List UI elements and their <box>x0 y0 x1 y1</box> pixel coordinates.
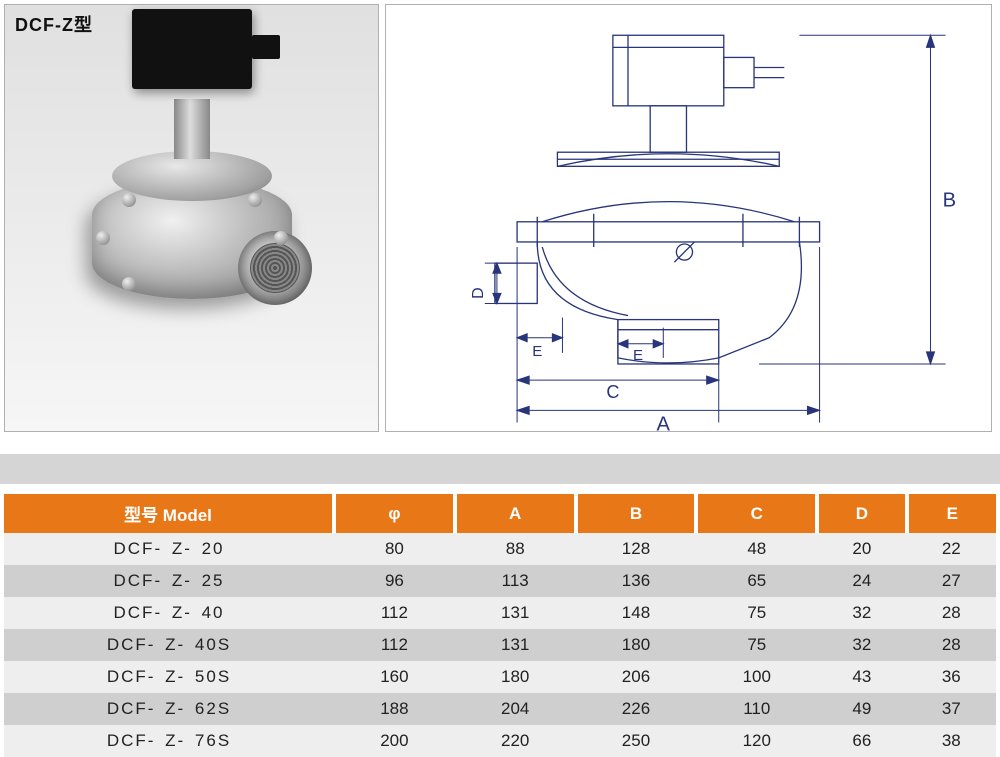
table-row: DCF- Z- 40S112131180753228 <box>4 629 996 661</box>
cell-C: 100 <box>696 661 817 693</box>
cell-B: 206 <box>576 661 697 693</box>
table-row: DCF- Z- 2596113136652427 <box>4 565 996 597</box>
cell-E: 36 <box>907 661 996 693</box>
cell-D: 20 <box>817 533 906 565</box>
cell-model: DCF- Z- 40 <box>4 597 334 629</box>
cell-phi: 96 <box>334 565 455 597</box>
dim-label-E2: E <box>633 347 643 364</box>
table-row: DCF- Z- 50S1601802061004336 <box>4 661 996 693</box>
cell-model: DCF- Z- 62S <box>4 693 334 725</box>
dimension-diagram-panel: B A C <box>385 4 992 432</box>
cell-B: 128 <box>576 533 697 565</box>
cell-D: 24 <box>817 565 906 597</box>
valve-photo <box>92 179 292 299</box>
col-E: E <box>907 494 996 533</box>
cell-model: DCF- Z- 50S <box>4 661 334 693</box>
cell-C: 120 <box>696 725 817 757</box>
cell-phi: 112 <box>334 597 455 629</box>
cell-E: 28 <box>907 597 996 629</box>
cell-B: 180 <box>576 629 697 661</box>
cell-D: 66 <box>817 725 906 757</box>
spacer-band <box>0 454 1000 484</box>
cell-B: 250 <box>576 725 697 757</box>
cell-A: 113 <box>455 565 576 597</box>
cell-C: 48 <box>696 533 817 565</box>
cell-model: DCF- Z- 40S <box>4 629 334 661</box>
dim-label-A: A <box>657 414 671 432</box>
cell-D: 43 <box>817 661 906 693</box>
cell-E: 38 <box>907 725 996 757</box>
cell-phi: 112 <box>334 629 455 661</box>
col-C: C <box>696 494 817 533</box>
cell-E: 27 <box>907 565 996 597</box>
col-D: D <box>817 494 906 533</box>
cell-A: 220 <box>455 725 576 757</box>
cell-model: DCF- Z- 76S <box>4 725 334 757</box>
cell-A: 88 <box>455 533 576 565</box>
col-model: 型号 Model <box>4 494 334 533</box>
cell-A: 131 <box>455 597 576 629</box>
spec-table-header-row: 型号 Model φ A B C D E <box>4 494 996 533</box>
cell-E: 37 <box>907 693 996 725</box>
solenoid-icon <box>132 9 252 89</box>
cell-phi: 200 <box>334 725 455 757</box>
cell-B: 136 <box>576 565 697 597</box>
dim-label-D: D <box>469 287 487 299</box>
table-row: DCF- Z- 76S2002202501206638 <box>4 725 996 757</box>
cell-phi: 188 <box>334 693 455 725</box>
dim-label-E: E <box>532 343 542 360</box>
cell-D: 49 <box>817 693 906 725</box>
cell-model: DCF- Z- 25 <box>4 565 334 597</box>
product-photo-panel: DCF-Z型 <box>4 4 379 432</box>
cell-phi: 80 <box>334 533 455 565</box>
cell-phi: 160 <box>334 661 455 693</box>
dimension-diagram-svg: B A C <box>386 5 991 432</box>
cell-C: 110 <box>696 693 817 725</box>
col-A: A <box>455 494 576 533</box>
top-row: DCF-Z型 <box>0 0 1000 432</box>
cell-C: 75 <box>696 597 817 629</box>
dim-label-C: C <box>606 382 619 402</box>
col-phi: φ <box>334 494 455 533</box>
cell-E: 22 <box>907 533 996 565</box>
table-row: DCF- Z- 40112131148753228 <box>4 597 996 629</box>
cell-model: DCF- Z- 20 <box>4 533 334 565</box>
cell-B: 148 <box>576 597 697 629</box>
cell-E: 28 <box>907 629 996 661</box>
product-title: DCF-Z型 <box>15 11 93 37</box>
cell-A: 204 <box>455 693 576 725</box>
cell-A: 180 <box>455 661 576 693</box>
cell-B: 226 <box>576 693 697 725</box>
spec-table: 型号 Model φ A B C D E DCF- Z- 20808812848… <box>4 494 996 757</box>
col-B: B <box>576 494 697 533</box>
table-row: DCF- Z- 62S1882042261104937 <box>4 693 996 725</box>
dim-label-B: B <box>943 190 956 212</box>
cell-C: 75 <box>696 629 817 661</box>
table-row: DCF- Z- 208088128482022 <box>4 533 996 565</box>
cell-D: 32 <box>817 629 906 661</box>
cell-A: 131 <box>455 629 576 661</box>
cell-D: 32 <box>817 597 906 629</box>
cell-C: 65 <box>696 565 817 597</box>
